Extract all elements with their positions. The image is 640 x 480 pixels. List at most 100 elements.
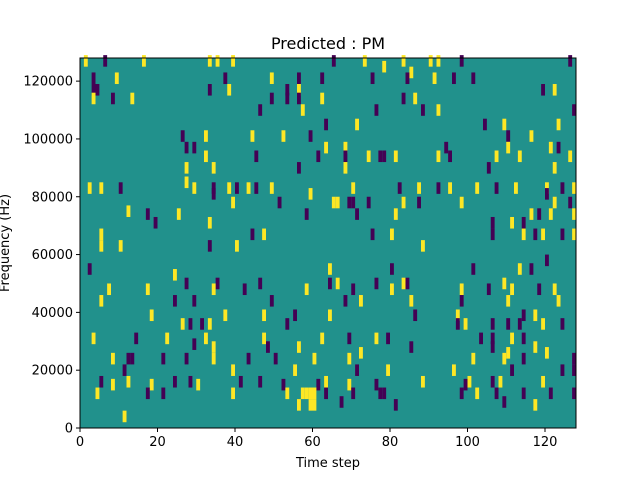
heatmap-cell: [308, 387, 313, 400]
heatmap-cell: [490, 332, 495, 345]
heatmap-cell: [180, 318, 185, 330]
x-tick-label: 100: [455, 435, 480, 450]
heatmap-cell: [436, 104, 441, 116]
x-tick-label: 40: [227, 435, 244, 450]
heatmap-cell: [529, 130, 534, 142]
heatmap-cell: [413, 309, 418, 322]
heatmap-cell: [382, 387, 387, 400]
heatmap-cell: [258, 375, 263, 388]
heatmap-cell: [91, 92, 96, 105]
heatmap-cell: [91, 84, 96, 96]
heatmap-cell: [541, 375, 545, 388]
heatmap-cell: [548, 387, 553, 400]
heatmap-cell: [401, 196, 406, 209]
heatmap-cell: [316, 150, 321, 163]
heatmap-cell: [572, 182, 576, 194]
heatmap-background: [80, 58, 576, 428]
heatmap-cell: [343, 150, 348, 163]
heatmap-cell: [409, 66, 414, 79]
heatmap-cell: [517, 318, 522, 330]
heatmap-cell: [421, 104, 425, 116]
heatmap-cell: [312, 399, 317, 411]
x-tick-label: 80: [382, 435, 399, 450]
heatmap-cell: [153, 216, 158, 229]
heatmap-cell: [285, 92, 290, 105]
heatmap-cell: [149, 378, 154, 391]
heatmap-cell: [467, 375, 472, 388]
heatmap-cell: [281, 130, 286, 142]
heatmap-cell: [502, 277, 507, 290]
heatmap-cell: [378, 387, 383, 400]
heatmap-cell: [506, 318, 511, 330]
heatmap-cell: [471, 352, 476, 365]
heatmap-cell: [541, 84, 545, 96]
heatmap-cell: [459, 295, 464, 307]
heatmap-cell: [413, 92, 418, 105]
heatmap-cell: [455, 318, 460, 330]
heatmap-cell: [254, 150, 259, 163]
heatmap-cell: [390, 263, 394, 275]
heatmap-cell: [537, 208, 542, 220]
heatmap-cell: [409, 341, 414, 353]
heatmap-cell: [494, 150, 499, 163]
heatmap-cell: [533, 309, 538, 322]
heatmap-cell: [297, 399, 301, 411]
heatmap-cell: [227, 84, 232, 96]
heatmap-cell: [192, 141, 197, 154]
heatmap-cell: [312, 352, 317, 365]
heatmap-cell: [173, 295, 177, 307]
heatmap-cell: [269, 92, 274, 105]
heatmap-cell: [103, 55, 108, 67]
heatmap-cell: [548, 208, 553, 220]
heatmap-cell: [409, 295, 414, 307]
heatmap-cell: [560, 364, 565, 376]
heatmap-cell: [393, 399, 398, 411]
heatmap-cell: [207, 84, 212, 96]
heatmap-cell: [300, 104, 305, 116]
heatmap-cell: [475, 182, 480, 194]
heatmap-cell: [188, 375, 193, 388]
heatmap-cell: [285, 318, 290, 330]
y-tick-label: 80000: [32, 190, 73, 205]
heatmap-cell: [436, 150, 441, 163]
heatmap-cell: [378, 150, 383, 163]
heatmap-cell: [572, 387, 576, 400]
heatmap-cell: [192, 182, 197, 194]
heatmap-cell: [126, 375, 131, 388]
heatmap-cell: [490, 318, 495, 330]
heatmap-cell: [510, 332, 514, 345]
x-tick-label: 120: [533, 435, 558, 450]
heatmap-cell: [328, 263, 332, 275]
heatmap-cell: [95, 84, 100, 96]
heatmap-cell: [211, 341, 216, 353]
y-tick-label: 40000: [32, 306, 73, 321]
heatmap-cell: [122, 364, 127, 376]
heatmap-cell: [211, 352, 216, 365]
heatmap-cell: [269, 182, 274, 194]
y-axis-ticks: 0 20000 40000 60000 80000 100000 120000: [23, 75, 80, 437]
heatmap-cell: [269, 72, 274, 85]
heatmap-cell: [510, 216, 514, 229]
heatmap-cell: [390, 228, 394, 241]
heatmap-cell: [324, 118, 328, 131]
heatmap-cell: [211, 162, 216, 174]
heatmap-cell: [390, 283, 394, 296]
heatmap-cell: [529, 263, 534, 275]
heatmap-cell: [560, 228, 565, 241]
heatmap-cell: [328, 277, 332, 290]
heatmap-cell: [432, 72, 437, 85]
heatmap-cell: [401, 55, 406, 67]
heatmap-cell: [560, 318, 565, 330]
heatmap-cell: [374, 378, 379, 391]
plot-frame: [79, 57, 577, 429]
heatmap-cell: [87, 263, 92, 275]
heatmap-cell: [494, 182, 499, 194]
heatmap-cell: [99, 228, 104, 241]
heatmap-cell: [246, 352, 251, 365]
heatmap-cell: [297, 341, 301, 353]
heatmap-cell: [556, 295, 561, 307]
heatmap-cell: [386, 332, 390, 345]
heatmap-cell: [250, 228, 255, 241]
heatmap-cell: [145, 387, 150, 400]
